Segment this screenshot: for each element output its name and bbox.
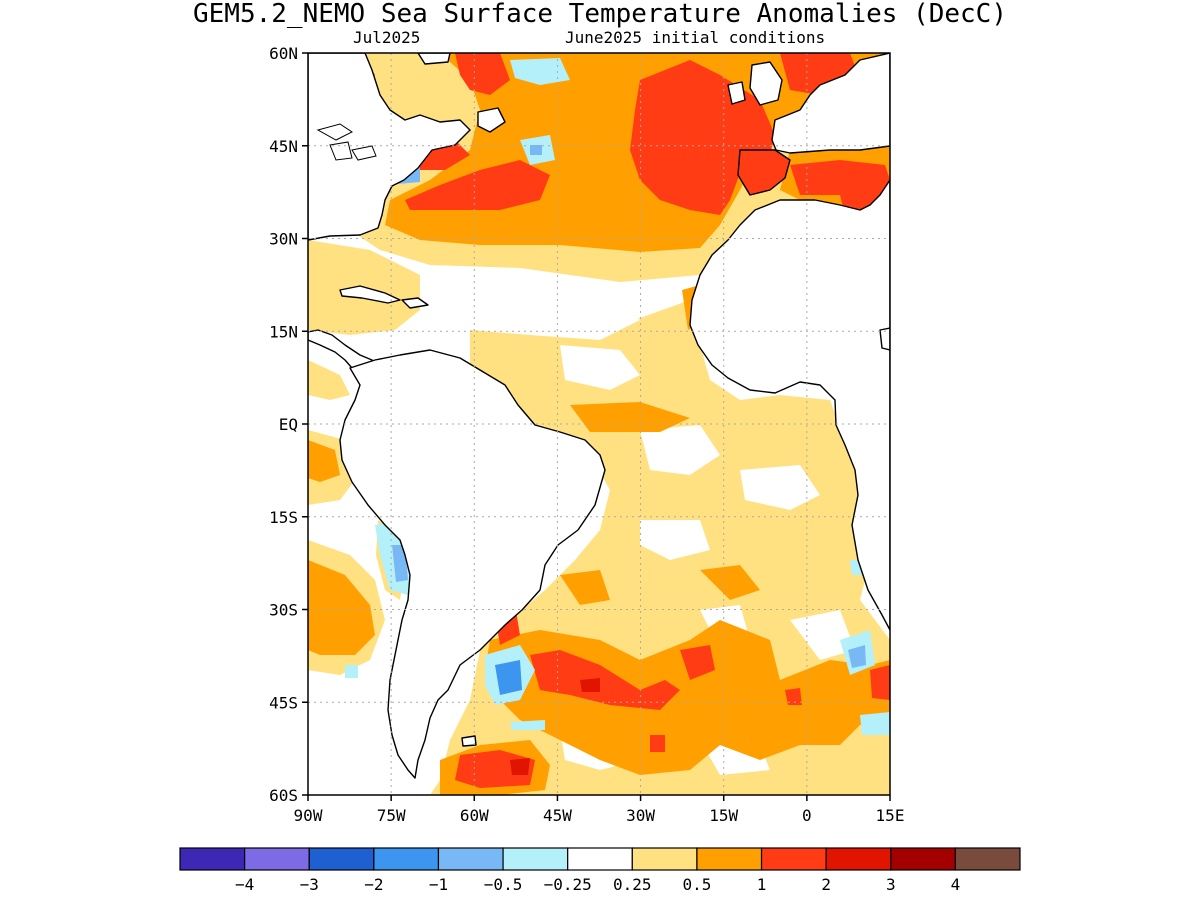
lon-tick-label: 75W bbox=[377, 806, 406, 825]
land-masses bbox=[308, 53, 890, 779]
colorbar: −4 −3 −2 −1 −0.5 −0.25 0.25 0.5 1 2 3 4 bbox=[179, 847, 1021, 894]
falklands-land bbox=[461, 735, 477, 747]
colorbar-label: −4 bbox=[235, 875, 254, 894]
lon-tick-label: 15W bbox=[709, 806, 738, 825]
initial-conditions-label: June2025 initial conditions bbox=[565, 28, 826, 47]
colorbar-swatch bbox=[825, 847, 892, 871]
latitude-axis: 60N 45N 30N 15N EQ 15S 30S 45S 60S bbox=[269, 44, 308, 805]
lon-tick-label: 60W bbox=[460, 806, 489, 825]
colorbar-label: 3 bbox=[886, 875, 896, 894]
greenland-tip-land bbox=[417, 53, 451, 65]
colorbar-swatch bbox=[631, 847, 698, 871]
ireland-land bbox=[727, 81, 746, 105]
africa-land bbox=[689, 179, 890, 631]
cuba-land bbox=[339, 285, 401, 304]
colorbar-label: 4 bbox=[951, 875, 961, 894]
hispaniola-land bbox=[401, 297, 429, 309]
lon-tick-label: 90W bbox=[294, 806, 323, 825]
colorbar-swatch bbox=[954, 847, 1021, 871]
colorbar-swatch bbox=[373, 847, 440, 871]
colorbar-swatch bbox=[696, 847, 763, 871]
lat-tick-label: 60S bbox=[269, 786, 298, 805]
colorbar-swatch bbox=[179, 847, 246, 871]
colorbar-swatch bbox=[437, 847, 504, 871]
lon-tick-label: 30W bbox=[626, 806, 655, 825]
forecast-month-label: Jul2025 bbox=[353, 28, 421, 47]
lat-tick-label: 15S bbox=[269, 508, 298, 527]
north-america-land bbox=[308, 53, 471, 241]
lat-tick-label: 30N bbox=[269, 230, 298, 249]
colorbar-swatch bbox=[760, 847, 827, 871]
lat-tick-label: 30S bbox=[269, 601, 298, 620]
colorbar-label: 1 bbox=[757, 875, 767, 894]
great-lakes bbox=[316, 123, 377, 161]
colorbar-label: −0.25 bbox=[544, 875, 592, 894]
lat-tick-label: 60N bbox=[269, 44, 298, 63]
colorbar-label: −2 bbox=[364, 875, 383, 894]
madagascar-edge-land bbox=[879, 327, 890, 351]
negative-anomalies bbox=[345, 58, 890, 735]
grid-lines bbox=[308, 53, 891, 795]
colorbar-swatch bbox=[890, 847, 956, 871]
colorbar-swatch bbox=[308, 847, 375, 871]
lon-tick-label: 45W bbox=[543, 806, 572, 825]
colorbar-swatch bbox=[244, 847, 310, 871]
lon-tick-label: 15E bbox=[876, 806, 905, 825]
lat-tick-label: EQ bbox=[279, 415, 298, 434]
colorbar-label: −3 bbox=[300, 875, 319, 894]
uk-land bbox=[749, 61, 783, 106]
lat-tick-label: 15N bbox=[269, 322, 298, 341]
anomaly-field bbox=[308, 53, 890, 795]
iberia-land bbox=[737, 149, 791, 196]
lon-tick-label: 0 bbox=[802, 806, 812, 825]
colorbar-swatch bbox=[502, 847, 569, 871]
lat-tick-label: 45S bbox=[269, 693, 298, 712]
south-america-land bbox=[339, 349, 606, 779]
colorbar-swatch bbox=[567, 847, 633, 871]
map-title: GEM5.2_NEMO Sea Surface Temperature Anom… bbox=[193, 0, 1007, 29]
longitude-axis: 90W 75W 60W 45W 30W 15W 0 15E bbox=[294, 795, 905, 825]
lat-tick-label: 45N bbox=[269, 137, 298, 156]
colorbar-label: −1 bbox=[429, 875, 448, 894]
colorbar-label: −0.5 bbox=[484, 875, 523, 894]
colorbar-label: 2 bbox=[821, 875, 831, 894]
colorbar-label: 0.5 bbox=[682, 875, 711, 894]
newfoundland-land bbox=[477, 107, 506, 133]
europe-land bbox=[771, 53, 890, 154]
colorbar-label: 0.25 bbox=[613, 875, 652, 894]
